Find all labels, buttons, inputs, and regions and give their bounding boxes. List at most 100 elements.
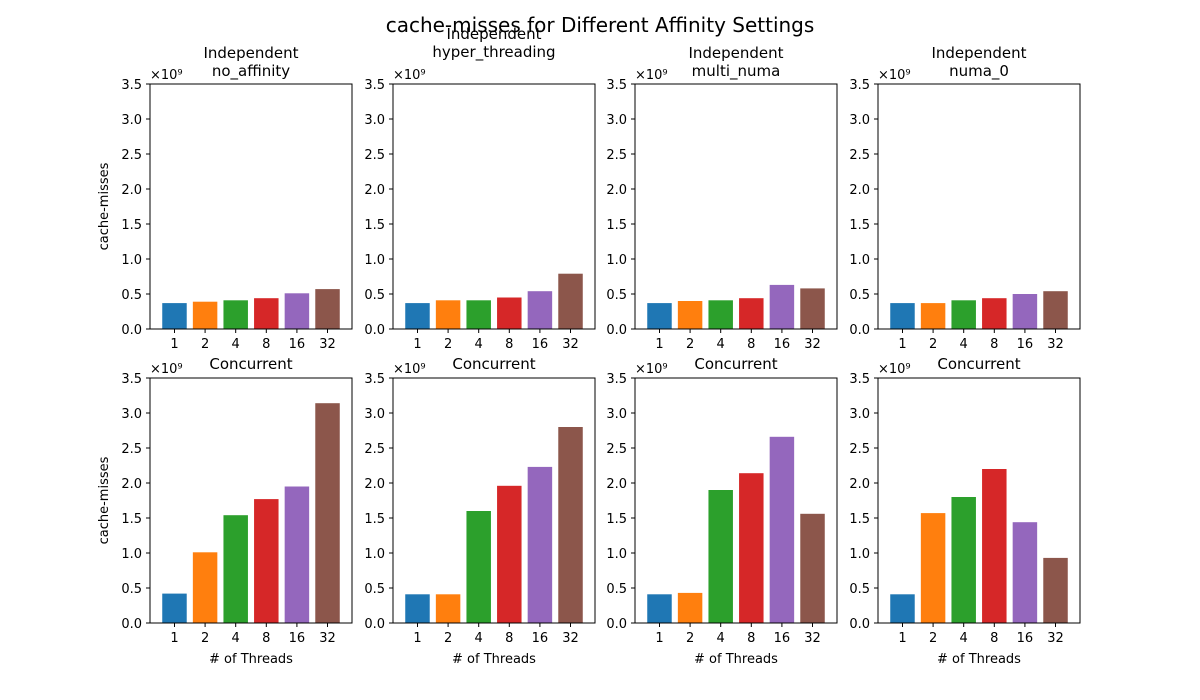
x-tick-label: 8	[505, 631, 513, 646]
x-tick-label: 8	[262, 631, 270, 646]
y-tick-label: 0.0	[849, 323, 870, 338]
bar	[1012, 294, 1038, 329]
y-tick-label: 0.0	[121, 617, 142, 632]
x-tick-label: 4	[475, 631, 483, 646]
x-tick-label: 8	[505, 337, 513, 352]
bar	[1043, 557, 1068, 623]
x-tick-label: 16	[1017, 337, 1034, 352]
y-tick-label: 1.0	[364, 253, 385, 268]
y-axis-label: cache-misses	[97, 162, 112, 250]
bar	[951, 497, 976, 623]
x-tick-label: 32	[562, 337, 579, 352]
y-tick-label: 3.5	[364, 78, 385, 93]
x-tick-label: 16	[289, 631, 306, 646]
y-tick-label: 2.0	[849, 477, 870, 492]
x-axis-label: # of Threads	[209, 652, 293, 667]
scale-label: ×10⁹	[393, 362, 426, 377]
subplot-title: Independent multi_numa	[688, 44, 783, 81]
y-tick-label: 2.5	[606, 442, 627, 457]
x-tick-label: 2	[444, 337, 452, 352]
subplot-title: Concurrent	[452, 355, 535, 373]
y-tick-label: 3.0	[849, 407, 870, 422]
y-tick-label: 0.0	[606, 617, 627, 632]
figure-title: cache-misses for Different Affinity Sett…	[386, 13, 815, 37]
x-tick-label: 2	[686, 337, 694, 352]
x-tick-label: 32	[804, 337, 821, 352]
scale-label: ×10⁹	[878, 362, 911, 377]
x-tick-label: 2	[686, 631, 694, 646]
bar	[982, 298, 1007, 329]
bar	[192, 301, 218, 329]
x-tick-label: 8	[990, 337, 998, 352]
x-tick-label: 16	[532, 337, 549, 352]
axes-frame	[877, 83, 1081, 330]
y-tick-label: 1.0	[121, 547, 142, 562]
bar	[920, 303, 946, 329]
bar	[739, 298, 764, 329]
y-tick-label: 3.0	[364, 407, 385, 422]
x-tick-label: 8	[747, 337, 755, 352]
subplot-7: 1 2 4 8 16 32 0.0 0.5 1.0 1.5 2.0 2.5 3.0 3.5 ×10⁹ Conc…	[606, 355, 838, 667]
bar	[435, 594, 461, 623]
bar	[466, 511, 491, 623]
y-tick-label: 3.0	[606, 113, 627, 128]
x-tick-label: 32	[562, 631, 579, 646]
x-tick-label: 16	[774, 337, 791, 352]
y-tick-label: 3.5	[364, 372, 385, 387]
y-tick-label: 0.5	[606, 288, 627, 303]
x-tick-label: 32	[319, 631, 336, 646]
x-tick-label: 16	[1017, 631, 1034, 646]
x-tick-label: 1	[170, 337, 178, 352]
y-tick-label: 0.5	[849, 582, 870, 597]
bar	[162, 593, 187, 623]
x-tick-label: 16	[774, 631, 791, 646]
x-tick-label: 32	[1047, 631, 1064, 646]
panels: 1 2 4 8 16 32 0.0 0.5 1.0 1.5 2.0 2.5 3.0 3.5 ×10⁹ Inde…	[97, 25, 1081, 667]
y-tick-label: 1.0	[849, 547, 870, 562]
x-tick-label: 8	[747, 631, 755, 646]
x-tick-label: 1	[898, 631, 906, 646]
y-tick-label: 1.5	[121, 218, 142, 233]
subplot-title: Independent no_affinity	[203, 44, 298, 81]
bar	[677, 301, 703, 329]
subplot-title: Independent hyper_threading	[432, 25, 555, 62]
subplot-1: 1 2 4 8 16 32 0.0 0.5 1.0 1.5 2.0 2.5 3.0 3.5 ×10⁹ Inde…	[97, 44, 353, 352]
y-tick-label: 0.5	[121, 582, 142, 597]
scale-label: ×10⁹	[150, 362, 183, 377]
y-tick-label: 3.5	[849, 78, 870, 93]
bar	[800, 513, 825, 623]
bar	[466, 300, 491, 329]
x-tick-label: 4	[717, 631, 725, 646]
y-tick-label: 3.0	[606, 407, 627, 422]
x-tick-label: 2	[201, 631, 209, 646]
bar	[315, 289, 340, 329]
x-tick-label: 1	[655, 631, 663, 646]
axes-frame	[392, 377, 596, 624]
y-tick-label: 3.0	[121, 407, 142, 422]
bar	[890, 594, 915, 623]
x-tick-label: 8	[262, 337, 270, 352]
bar	[315, 403, 340, 623]
y-tick-label: 1.5	[849, 512, 870, 527]
y-tick-label: 2.5	[364, 148, 385, 163]
y-tick-label: 0.5	[121, 288, 142, 303]
x-tick-label: 16	[289, 337, 306, 352]
y-tick-label: 2.5	[121, 148, 142, 163]
axes-frame	[634, 377, 838, 624]
x-tick-label: 2	[201, 337, 209, 352]
x-tick-label: 4	[960, 337, 968, 352]
bar	[558, 427, 583, 623]
subplot-title: Concurrent	[694, 355, 777, 373]
subplot-title: Concurrent	[209, 355, 292, 373]
subplot-5: 1 2 4 8 16 32 0.0 0.5 1.0 1.5 2.0 2.5 3.0 3.5 ×10⁹ Conc…	[97, 355, 353, 667]
bar	[769, 284, 795, 329]
y-tick-label: 0.5	[364, 582, 385, 597]
y-tick-label: 1.5	[606, 218, 627, 233]
y-tick-label: 1.5	[849, 218, 870, 233]
x-tick-label: 8	[990, 631, 998, 646]
bar	[162, 303, 187, 329]
x-tick-label: 2	[929, 631, 937, 646]
scale-label: ×10⁹	[878, 68, 911, 83]
x-tick-label: 4	[960, 631, 968, 646]
x-tick-label: 32	[804, 631, 821, 646]
